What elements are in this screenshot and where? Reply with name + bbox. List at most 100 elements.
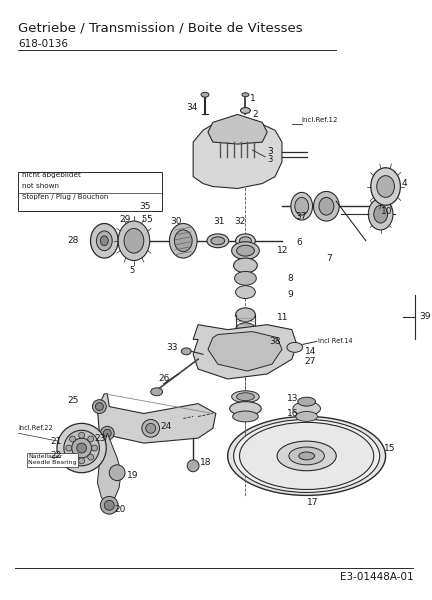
Text: 32: 32: [235, 217, 246, 226]
Text: 25: 25: [68, 396, 79, 405]
Text: 3: 3: [267, 148, 273, 157]
Circle shape: [64, 430, 99, 466]
Text: 7: 7: [327, 254, 332, 263]
Text: 28: 28: [68, 236, 79, 245]
Ellipse shape: [181, 348, 191, 355]
Text: Incl.Ref.22: Incl.Ref.22: [19, 425, 53, 431]
Ellipse shape: [235, 271, 256, 285]
Ellipse shape: [377, 176, 394, 197]
Text: 20: 20: [114, 505, 126, 514]
Ellipse shape: [298, 397, 315, 406]
Text: 9: 9: [287, 290, 292, 299]
Ellipse shape: [291, 193, 313, 220]
Text: 33: 33: [166, 343, 178, 352]
Ellipse shape: [319, 197, 334, 215]
Text: 618-0136: 618-0136: [19, 40, 68, 49]
Text: 1: 1: [251, 94, 256, 103]
Ellipse shape: [228, 416, 386, 496]
Ellipse shape: [151, 388, 162, 396]
Polygon shape: [97, 433, 121, 505]
Text: incl.Ref.12: incl.Ref.12: [302, 118, 338, 124]
Polygon shape: [97, 394, 216, 443]
Text: Getriebe / Transmission / Boite de Vitesses: Getriebe / Transmission / Boite de Vites…: [19, 22, 303, 35]
Text: 29: 29: [119, 215, 130, 224]
Text: nicht abgebildet: nicht abgebildet: [22, 172, 81, 178]
Text: 37: 37: [295, 212, 306, 221]
Ellipse shape: [237, 245, 254, 256]
Ellipse shape: [234, 258, 257, 273]
Ellipse shape: [235, 286, 255, 299]
Text: 17: 17: [307, 498, 318, 507]
Text: 5: 5: [129, 266, 134, 275]
Ellipse shape: [299, 452, 314, 460]
Text: 2: 2: [252, 110, 258, 119]
Text: 6: 6: [297, 238, 302, 247]
Text: E3-01448A-01: E3-01448A-01: [340, 572, 413, 582]
Ellipse shape: [241, 107, 251, 113]
Text: 35: 35: [139, 202, 150, 211]
Text: 12: 12: [277, 246, 289, 255]
Polygon shape: [208, 115, 267, 144]
Circle shape: [100, 496, 118, 514]
Text: 4: 4: [401, 179, 407, 188]
Ellipse shape: [295, 197, 308, 215]
Ellipse shape: [169, 224, 197, 258]
Text: 14: 14: [305, 347, 316, 356]
Text: not shown: not shown: [22, 182, 60, 188]
Polygon shape: [193, 122, 282, 188]
Ellipse shape: [232, 411, 258, 422]
Circle shape: [187, 460, 199, 472]
FancyBboxPatch shape: [19, 172, 162, 211]
Ellipse shape: [124, 229, 144, 253]
Ellipse shape: [232, 391, 259, 403]
Text: 8: 8: [287, 274, 292, 283]
Ellipse shape: [230, 341, 261, 353]
Circle shape: [100, 427, 114, 440]
Ellipse shape: [232, 242, 259, 260]
Circle shape: [103, 429, 111, 437]
Circle shape: [109, 465, 125, 481]
Text: 11: 11: [277, 313, 289, 322]
Text: Nadellager
Needle Bearing: Nadellager Needle Bearing: [29, 454, 77, 466]
Text: 30: 30: [171, 217, 182, 226]
Text: 23: 23: [95, 434, 106, 443]
Text: Stopfen / Plug / Bouchon: Stopfen / Plug / Bouchon: [22, 194, 109, 200]
Text: 34: 34: [186, 103, 197, 112]
Ellipse shape: [201, 92, 209, 97]
Ellipse shape: [235, 234, 255, 248]
Ellipse shape: [96, 231, 112, 251]
Text: 3: 3: [267, 155, 273, 164]
Ellipse shape: [211, 237, 225, 245]
Ellipse shape: [235, 323, 255, 337]
Circle shape: [88, 454, 94, 460]
Circle shape: [104, 500, 114, 510]
Ellipse shape: [230, 401, 261, 415]
Ellipse shape: [235, 343, 256, 352]
Ellipse shape: [296, 412, 318, 421]
Circle shape: [72, 438, 92, 458]
Ellipse shape: [118, 221, 150, 260]
Ellipse shape: [242, 93, 249, 97]
Text: 5: 5: [147, 215, 152, 224]
Ellipse shape: [374, 205, 388, 223]
Text: 18: 18: [200, 458, 212, 467]
Ellipse shape: [234, 419, 380, 493]
Text: 13: 13: [287, 394, 299, 403]
Circle shape: [142, 419, 159, 437]
Ellipse shape: [293, 401, 321, 415]
Text: 27: 27: [305, 356, 316, 365]
Circle shape: [79, 432, 85, 438]
Circle shape: [70, 436, 76, 442]
Text: 24: 24: [161, 422, 172, 431]
Circle shape: [70, 454, 76, 460]
Text: 22: 22: [50, 451, 61, 460]
Ellipse shape: [91, 224, 118, 258]
Circle shape: [88, 436, 94, 442]
Ellipse shape: [207, 234, 229, 248]
Polygon shape: [208, 332, 282, 371]
Text: 10: 10: [381, 206, 392, 215]
Text: 5: 5: [142, 215, 147, 224]
Circle shape: [79, 458, 85, 464]
Text: 15: 15: [384, 443, 395, 452]
Ellipse shape: [239, 422, 374, 490]
